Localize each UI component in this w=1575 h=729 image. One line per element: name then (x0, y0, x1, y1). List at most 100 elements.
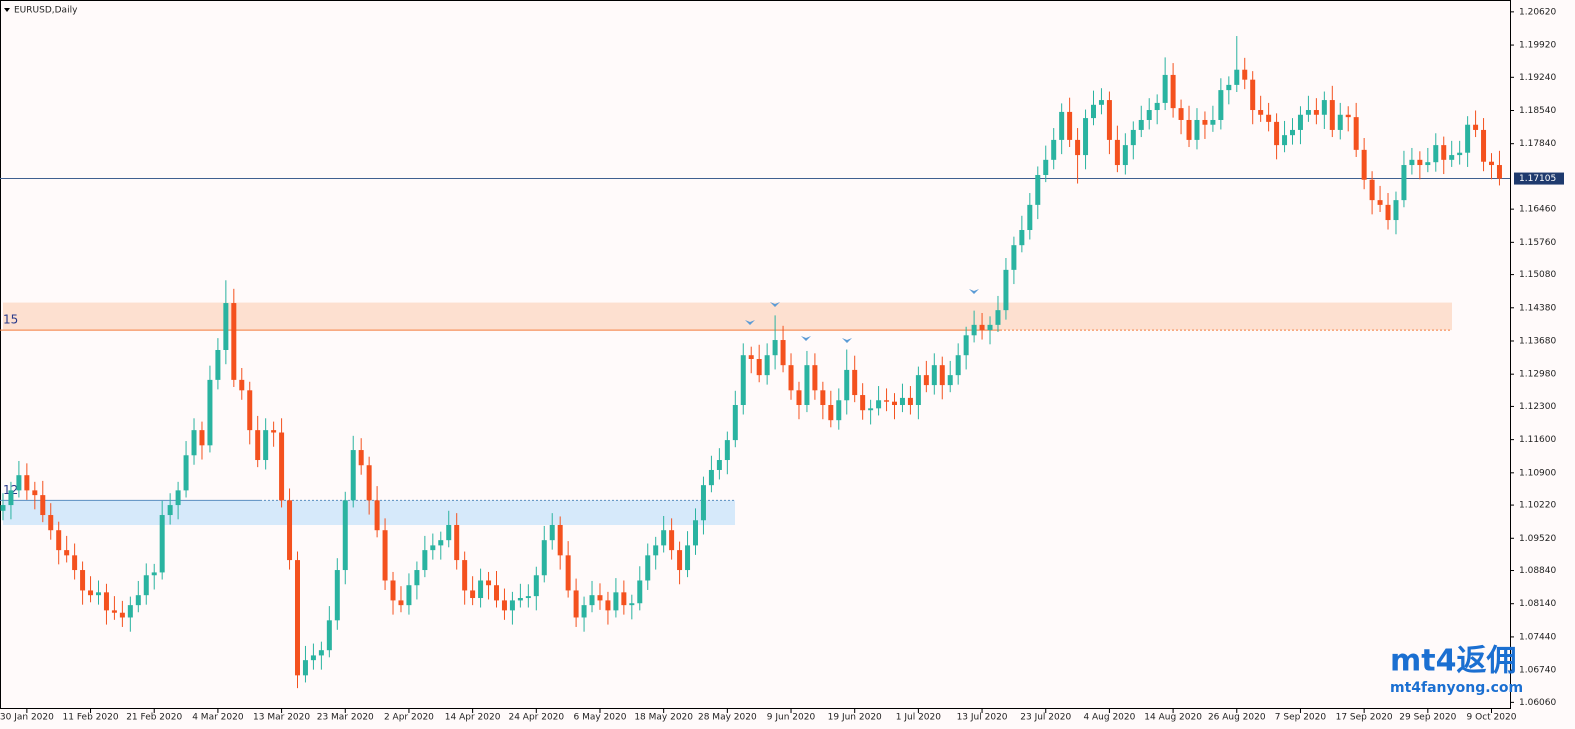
last-price-box (1514, 172, 1564, 185)
zone (3, 302, 1452, 331)
candle-body (788, 365, 794, 391)
candle-body (1075, 139, 1081, 156)
candle-body (287, 500, 293, 561)
candle-body (382, 530, 388, 581)
candle-body (318, 650, 324, 656)
candle-body (72, 555, 78, 571)
candle-body (1051, 139, 1057, 160)
candle-body (780, 340, 786, 366)
x-tick-label: 19 Jun 2020 (828, 713, 882, 723)
candle-body (748, 355, 754, 360)
watermark-url: mt4fanyong.com (1390, 680, 1523, 696)
candle-body (207, 379, 213, 446)
candle-body (963, 335, 969, 356)
candle-body (836, 400, 842, 421)
candle-body (589, 595, 595, 606)
candle-body (191, 430, 197, 456)
candle-body (740, 355, 746, 406)
candle-body (1083, 118, 1089, 156)
x-tick-label: 26 Aug 2020 (1208, 713, 1266, 723)
candle-body (1059, 111, 1065, 140)
candle-body (1393, 200, 1399, 221)
x-tick-label: 13 Mar 2020 (253, 713, 310, 723)
candle-body (1449, 155, 1455, 160)
candle-body (860, 395, 866, 411)
candle-body (1194, 119, 1200, 140)
candle-body (1369, 179, 1375, 201)
candle-body (1266, 114, 1272, 122)
zone-label: 15 (3, 313, 18, 327)
y-tick-label: 1.09520 (1519, 534, 1556, 544)
candle-body (995, 310, 1001, 325)
candle-body (310, 655, 316, 661)
candle-body (700, 485, 706, 521)
candle-body (923, 375, 929, 386)
candle-body (597, 595, 603, 601)
y-tick-label: 1.11600 (1519, 435, 1556, 445)
candle-body (1067, 111, 1073, 140)
candle-body (454, 524, 460, 561)
candle-body (939, 365, 945, 386)
candle-body (478, 580, 484, 599)
candle-body (494, 585, 499, 601)
candle-body (581, 605, 587, 618)
y-tick-label: 1.19920 (1519, 41, 1556, 51)
candle-body (573, 590, 579, 618)
candle-body (1242, 69, 1248, 80)
candle-body (342, 500, 348, 571)
candle-body (143, 575, 149, 596)
candle-body (509, 600, 515, 611)
candle-body (645, 555, 651, 581)
candle-body (796, 390, 802, 406)
candle-body (1234, 69, 1240, 85)
candle-body (1138, 119, 1144, 130)
y-tick-label: 1.06740 (1519, 666, 1556, 676)
candle-body (263, 430, 269, 461)
candle-body (732, 405, 738, 441)
candle-body (653, 545, 659, 556)
x-tick-label: 6 May 2020 (573, 713, 626, 723)
candle-body (175, 490, 181, 506)
candle-body (183, 455, 189, 491)
x-tick-label: 21 Feb 2020 (126, 713, 182, 723)
candle-body (772, 340, 778, 356)
y-tick-label: 1.12300 (1519, 402, 1556, 412)
candle-body (517, 598, 523, 601)
candle-body (1496, 165, 1502, 179)
candle-body (366, 465, 372, 501)
candle-body (1321, 100, 1327, 115)
candle-body (1377, 200, 1383, 205)
candle-body (80, 570, 86, 591)
candle-body (557, 524, 563, 556)
x-tick-label: 23 Jul 2020 (1020, 713, 1071, 723)
candle-body (915, 375, 921, 406)
y-tick-label: 1.10900 (1519, 468, 1556, 478)
candle-body (1473, 124, 1479, 130)
candle-body (716, 460, 722, 470)
candle-body (971, 324, 977, 336)
candle-body (804, 365, 810, 406)
candle-body (1154, 102, 1160, 111)
candle-body (414, 570, 420, 586)
candle-body (326, 620, 332, 651)
candle-body (374, 500, 380, 531)
x-tick-label: 1 Jul 2020 (896, 713, 941, 723)
candle-body (884, 400, 890, 402)
x-tick-label: 9 Oct 2020 (1467, 713, 1517, 723)
menu-triangle[interactable] (4, 8, 10, 12)
y-tick-label: 1.13680 (1519, 336, 1556, 346)
candle-body (64, 550, 70, 556)
y-tick-label: 1.10220 (1519, 501, 1556, 511)
candle-body (1313, 110, 1319, 115)
y-tick-label: 1.15080 (1519, 270, 1556, 280)
candle-body (119, 612, 125, 618)
candle-body (470, 590, 476, 599)
candle-body (199, 430, 205, 446)
x-tick-label: 13 Jul 2020 (957, 713, 1008, 723)
candle-body (1409, 159, 1415, 166)
candle-body (1465, 124, 1471, 153)
candle-body (48, 515, 54, 531)
candle-body (549, 524, 555, 541)
